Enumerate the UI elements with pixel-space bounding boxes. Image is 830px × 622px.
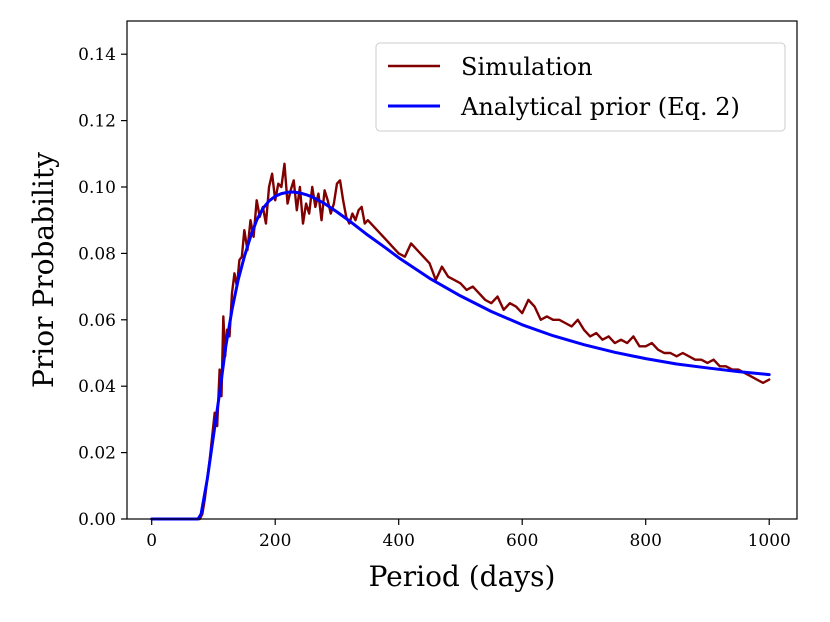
y-tick-label: 0.00 bbox=[78, 510, 116, 530]
y-tick-label: 0.06 bbox=[78, 311, 116, 331]
x-axis: 0 200 400 600 800 1000 bbox=[146, 519, 791, 551]
series-layer bbox=[150, 162, 771, 521]
y-axis-title: Prior Probability bbox=[27, 152, 60, 388]
y-tick-label: 0.14 bbox=[78, 45, 116, 65]
y-tick-label: 0.02 bbox=[78, 444, 116, 464]
y-tick-label: 0.08 bbox=[78, 244, 116, 264]
x-tick-label: 600 bbox=[506, 531, 538, 551]
legend-box bbox=[375, 42, 786, 132]
legend-label-simulation: Simulation bbox=[461, 53, 593, 81]
plot-frame bbox=[126, 20, 798, 520]
legend: Simulation Analytical prior (Eq. 2) bbox=[375, 42, 786, 132]
x-tick-label: 200 bbox=[259, 531, 291, 551]
series-line-analytical-prior bbox=[150, 190, 771, 521]
series-line-simulation bbox=[150, 162, 771, 521]
x-tick-label: 0 bbox=[146, 531, 157, 551]
y-tick-label: 0.04 bbox=[78, 377, 116, 397]
y-tick-label: 0.12 bbox=[78, 112, 116, 132]
x-tick-label: 1000 bbox=[748, 531, 791, 551]
y-tick-label: 0.10 bbox=[78, 178, 116, 198]
x-axis-title: Period (days) bbox=[369, 560, 556, 593]
legend-label-analytical-prior: Analytical prior (Eq. 2) bbox=[460, 93, 740, 121]
x-tick-label: 400 bbox=[382, 531, 414, 551]
y-axis: 0.00 0.02 0.04 0.06 0.08 0.10 0.12 0.14 bbox=[78, 45, 127, 530]
x-tick-label: 800 bbox=[629, 531, 661, 551]
